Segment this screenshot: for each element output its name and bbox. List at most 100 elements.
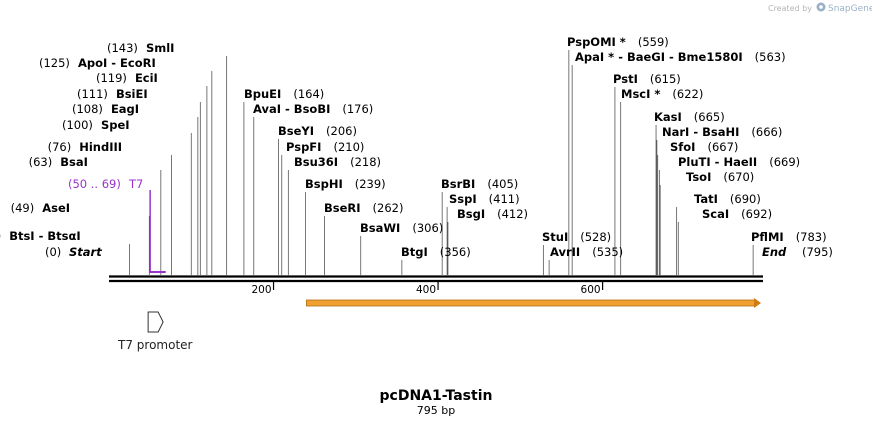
site-pos-bsiei: (111)	[77, 87, 108, 101]
site-label-nari: NarI - BsaHI (666)	[662, 125, 782, 139]
site-name-bsgi: BsgI	[457, 207, 485, 221]
site-name-bseri: BseRI	[324, 201, 361, 215]
site-label-eagi: (108) EagI	[72, 102, 139, 116]
site-pos-bpuei: (164)	[293, 87, 324, 101]
site-name-pspomi: PspOMI *	[567, 35, 626, 49]
site-name-tsoi: TsoI	[686, 170, 711, 184]
cut-site-lines	[129, 50, 754, 275]
site-name-bsiei: BsiEI	[116, 87, 148, 101]
site-name-eagi: EagI	[111, 102, 139, 116]
site-name-pflmi: PflMI	[751, 230, 784, 244]
scale-ticks: 200 400 600	[251, 282, 604, 296]
site-label-bseyi: BseYI (206)	[278, 124, 357, 138]
watermark-brand: SnapGene	[828, 4, 872, 14]
orf-bar	[306, 299, 756, 307]
site-name-bpuei: BpuEI	[244, 87, 281, 101]
site-name-hindiii: HindIII	[79, 140, 122, 154]
site-pos-avai: (176)	[342, 102, 373, 116]
site-name-bseyi: BseYI	[278, 124, 314, 138]
site-label-stui: StuI (528)	[542, 230, 611, 244]
site-label-apai: ApaI * - BaeGI - Bme1580I (563)	[575, 50, 786, 64]
site-label-tati: TatI (690)	[694, 192, 761, 206]
site-label-btgi: BtgI (356)	[401, 245, 471, 259]
site-name-btsi: BtsI - BtsαI	[9, 229, 80, 243]
site-pos-tsoi: (670)	[723, 170, 754, 184]
t7-promoter-label: T7 promoter	[117, 338, 193, 352]
site-name-pspfi: PspFI	[286, 140, 321, 154]
site-name-bsai: BsaI	[60, 155, 88, 169]
site-name-smli: SmlI	[146, 41, 175, 55]
site-pos-pluti: (669)	[769, 155, 800, 169]
site-label-sspi: SspI (411)	[449, 192, 520, 206]
site-pos-kasi: (665)	[694, 110, 725, 124]
site-label-bsrbi: BsrBI (405)	[441, 177, 518, 191]
site-pos-smli: (143)	[107, 41, 138, 55]
site-pos-spei: (100)	[62, 118, 93, 132]
site-pos-btgi: (356)	[440, 245, 471, 259]
site-pos-bsawi: (306)	[412, 221, 443, 235]
site-name-apoi: ApoI - EcoRI	[78, 56, 156, 70]
site-pos-avrii: (535)	[592, 245, 623, 259]
site-pos-scai: (692)	[741, 207, 772, 221]
site-pos-pspomi: (559)	[638, 35, 669, 49]
site-label-msci: MscI * (622)	[621, 87, 703, 101]
tick-label-400: 400	[416, 284, 436, 296]
site-label-bseri: BseRI (262)	[324, 201, 403, 215]
site-label-pspfi: PspFI (210)	[286, 140, 364, 154]
site-name-tati: TatI	[694, 192, 718, 206]
site-name-spei: SpeI	[101, 118, 130, 132]
start-pos: (0)	[45, 245, 61, 259]
t7-label: T7	[128, 177, 143, 191]
site-name-scai: ScaI	[702, 207, 729, 221]
start-label: Start	[69, 245, 102, 259]
orf-arrowhead-icon	[754, 298, 761, 308]
site-name-btgi: BtgI	[401, 245, 428, 259]
site-label-asei: (49) AseI	[11, 201, 70, 215]
site-label-spei: (100) SpeI	[62, 118, 130, 132]
site-pos-bseyi: (206)	[326, 124, 357, 138]
cut-site-labels: (25) BtsI - BtsαI (49) AseI (63) BsaI(76) Hind…	[0, 35, 827, 259]
site-label-psti: PstI (615)	[613, 72, 681, 86]
site-name-avrii: AvrII	[550, 245, 580, 259]
site-label-avai: AvaI - BsoBI (176)	[253, 102, 373, 116]
site-pos-eagi: (108)	[72, 102, 103, 116]
site-pos-ecii: (119)	[96, 71, 127, 85]
site-name-sspi: SspI	[449, 192, 477, 206]
site-label-bpuei: BpuEI (164)	[244, 87, 324, 101]
site-name-bsawi: BsaWI	[360, 221, 400, 235]
site-pos-psti: (615)	[650, 72, 681, 86]
end-pos: (795)	[802, 245, 833, 259]
site-name-pluti: PluTI - HaeII	[678, 155, 757, 169]
site-name-sfoi: SfoI	[670, 140, 695, 154]
site-label-tsoi: TsoI (670)	[686, 170, 754, 184]
site-pos-asei: (49)	[11, 201, 35, 215]
site-pos-bsu36i: (218)	[350, 155, 381, 169]
site-label-smli: (143) SmlI	[107, 41, 174, 55]
t7-promoter-arrow-icon	[147, 311, 164, 333]
site-name-msci: MscI *	[621, 87, 660, 101]
site-label-bsu36i: Bsu36I (218)	[294, 155, 381, 169]
site-pos-hindiii: (76)	[48, 140, 72, 154]
tick-label-600: 600	[581, 284, 601, 296]
site-pos-bseri: (262)	[373, 201, 404, 215]
site-name-asei: AseI	[42, 201, 70, 215]
site-label-pluti: PluTI - HaeII (669)	[678, 155, 800, 169]
site-name-bsu36i: Bsu36I	[294, 155, 338, 169]
site-label-bsai: (63) BsaI	[29, 155, 88, 169]
site-pos-pflmi: (783)	[796, 230, 827, 244]
watermark-text: Created by	[768, 4, 812, 13]
site-label-pflmi: PflMI (783)	[751, 230, 827, 244]
site-name-nari: NarI - BsaHI	[662, 125, 739, 139]
site-label-bsiei: (111) BsiEI	[77, 87, 148, 101]
site-label-sfoi: SfoI (667)	[670, 140, 738, 154]
site-pos-bsrbi: (405)	[487, 177, 518, 191]
tick-label-200: 200	[251, 284, 271, 296]
site-pos-bsphi: (239)	[355, 177, 386, 191]
site-pos-sfoi: (667)	[707, 140, 738, 154]
site-name-stui: StuI	[542, 230, 568, 244]
site-name-bsphi: BspHI	[305, 177, 343, 191]
plasmid-length: 795 bp	[417, 404, 455, 417]
plasmid-name: pcDNA1-Tastin	[380, 388, 493, 404]
site-name-apai: ApaI * - BaeGI - Bme1580I	[575, 50, 743, 64]
